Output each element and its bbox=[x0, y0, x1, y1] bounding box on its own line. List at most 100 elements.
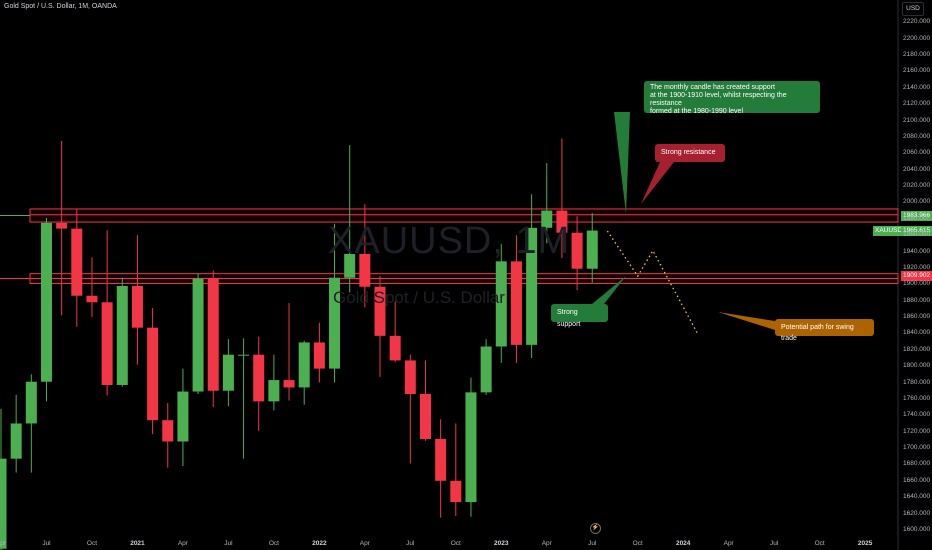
y-tick-label: 1700.000 bbox=[903, 444, 931, 452]
candle-body bbox=[465, 392, 477, 503]
x-tick-label: Jul bbox=[588, 540, 597, 547]
x-tick-label: Apr bbox=[541, 540, 552, 547]
resistance-note-box[interactable]: Strong resistance bbox=[655, 144, 725, 162]
candle-body bbox=[162, 420, 174, 442]
y-tick-label: 1940.000 bbox=[903, 247, 931, 255]
currency-button[interactable]: USD bbox=[902, 2, 924, 16]
y-tick-label: 1960.000 bbox=[903, 231, 931, 239]
y-tick-label: 2020.000 bbox=[903, 182, 931, 190]
y-tick-label: 2180.000 bbox=[903, 51, 931, 59]
y-tick-label: 2060.000 bbox=[903, 149, 931, 157]
main-note-pointer bbox=[614, 112, 630, 214]
y-tick-label: 1820.000 bbox=[903, 345, 931, 353]
candle-body bbox=[25, 381, 37, 424]
x-tick-label: Oct bbox=[632, 540, 643, 547]
candle-body bbox=[389, 335, 401, 361]
candle-body bbox=[116, 285, 128, 385]
y-tick-label: 2100.000 bbox=[903, 116, 931, 124]
y-tick-label: 2000.000 bbox=[903, 198, 931, 206]
x-tick-label: 2022 bbox=[312, 540, 327, 547]
path-note-pointer bbox=[718, 312, 775, 330]
candle-body bbox=[556, 210, 568, 233]
x-tick-label: Oct bbox=[268, 540, 279, 547]
support-note-box[interactable]: Strong support bbox=[551, 304, 608, 328]
candle-body bbox=[480, 346, 492, 393]
y-tick-label: 1920.000 bbox=[903, 263, 931, 271]
candle-body bbox=[147, 327, 159, 421]
candle-body bbox=[238, 354, 250, 356]
x-tick-label: Apr bbox=[177, 540, 188, 547]
candle-body bbox=[222, 354, 234, 391]
candle-body bbox=[192, 278, 204, 392]
y-tick-label: 1620.000 bbox=[903, 509, 931, 517]
candle-body bbox=[450, 480, 462, 503]
y-tick-label: 1880.000 bbox=[903, 296, 931, 304]
candle-body bbox=[298, 342, 310, 388]
y-tick-label: 1740.000 bbox=[903, 411, 931, 419]
x-tick-label: 2025 bbox=[857, 540, 873, 547]
path-note-box[interactable]: Potential path for swing trade bbox=[775, 319, 874, 342]
candle-body bbox=[253, 354, 265, 402]
candle-body bbox=[207, 278, 219, 391]
y-tick-label: 1760.000 bbox=[903, 394, 931, 402]
candle-body bbox=[10, 423, 22, 459]
x-tick-label: 2021 bbox=[130, 540, 145, 547]
x-tick-label: Apr bbox=[359, 540, 370, 547]
y-tick-label: 2120.000 bbox=[903, 100, 931, 108]
x-tick-label: 2024 bbox=[675, 540, 691, 547]
y-tick-label: 1720.000 bbox=[903, 427, 931, 435]
candle-body bbox=[359, 253, 371, 287]
x-tick-label: 2023 bbox=[494, 540, 509, 547]
candle-body bbox=[495, 261, 507, 347]
y-tick-label: 1980.000 bbox=[903, 214, 931, 222]
candle-body bbox=[86, 295, 98, 303]
y-tick-label: 2220.000 bbox=[903, 18, 931, 26]
candle-body bbox=[0, 458, 7, 549]
y-tick-label: 1800.000 bbox=[903, 362, 931, 370]
candle-body bbox=[435, 439, 447, 481]
candle-body bbox=[329, 277, 341, 369]
y-tick-label: 1680.000 bbox=[903, 460, 931, 468]
support-note-pointer bbox=[592, 276, 626, 304]
resistance-note-pointer bbox=[641, 162, 674, 204]
candle-body bbox=[283, 380, 295, 388]
candle-body bbox=[313, 342, 325, 369]
y-tick-label: 1600.000 bbox=[903, 525, 931, 533]
projected-path bbox=[606, 230, 699, 336]
candle-body bbox=[177, 391, 189, 442]
main-note-box[interactable]: The monthly candle has created support a… bbox=[644, 81, 820, 115]
price-label-symbol: XAUUSD bbox=[873, 225, 905, 236]
y-tick-label: 2040.000 bbox=[903, 165, 931, 173]
candle-body bbox=[526, 227, 538, 345]
candle-body bbox=[40, 222, 52, 382]
candle-body bbox=[101, 302, 113, 385]
chart-title: Gold Spot / U.S. Dollar, 1M, OANDA bbox=[4, 3, 117, 10]
x-tick-label: Oct bbox=[814, 540, 825, 547]
candle-body bbox=[586, 230, 598, 269]
y-tick-label: 2080.000 bbox=[903, 132, 931, 140]
y-tick-label: 1860.000 bbox=[903, 313, 931, 321]
watermark-name: Gold Spot / U.S. Dollar bbox=[333, 288, 505, 307]
tradingview-logo-icon[interactable]: ⚡ bbox=[590, 523, 601, 534]
candle-body bbox=[404, 360, 416, 394]
price-label-resistance: 1983.966 bbox=[901, 210, 932, 221]
candle-body bbox=[419, 393, 431, 440]
price-label-last: 1965.615 bbox=[901, 225, 932, 236]
y-tick-label: 1780.000 bbox=[903, 378, 931, 386]
price-label-support: 1909.902 bbox=[901, 271, 932, 282]
candle-body bbox=[510, 261, 522, 345]
x-tick-label: Apr bbox=[723, 540, 734, 547]
x-tick-label: Jul bbox=[42, 540, 51, 547]
watermark-symbol: XAUUSD, 1M bbox=[328, 220, 571, 262]
candle-body bbox=[541, 210, 553, 228]
x-tick-label: Oct bbox=[86, 540, 98, 547]
y-tick-label: 1660.000 bbox=[903, 476, 931, 484]
y-tick-label: 1840.000 bbox=[903, 329, 931, 337]
x-tick-label: Jul bbox=[770, 540, 779, 547]
y-tick-label: 1900.000 bbox=[903, 280, 931, 288]
y-tick-label: 2160.000 bbox=[903, 67, 931, 75]
x-tick-label: Apr bbox=[0, 540, 7, 547]
y-tick-label: 2140.000 bbox=[903, 83, 931, 91]
y-tick-label: 2200.000 bbox=[903, 34, 931, 42]
